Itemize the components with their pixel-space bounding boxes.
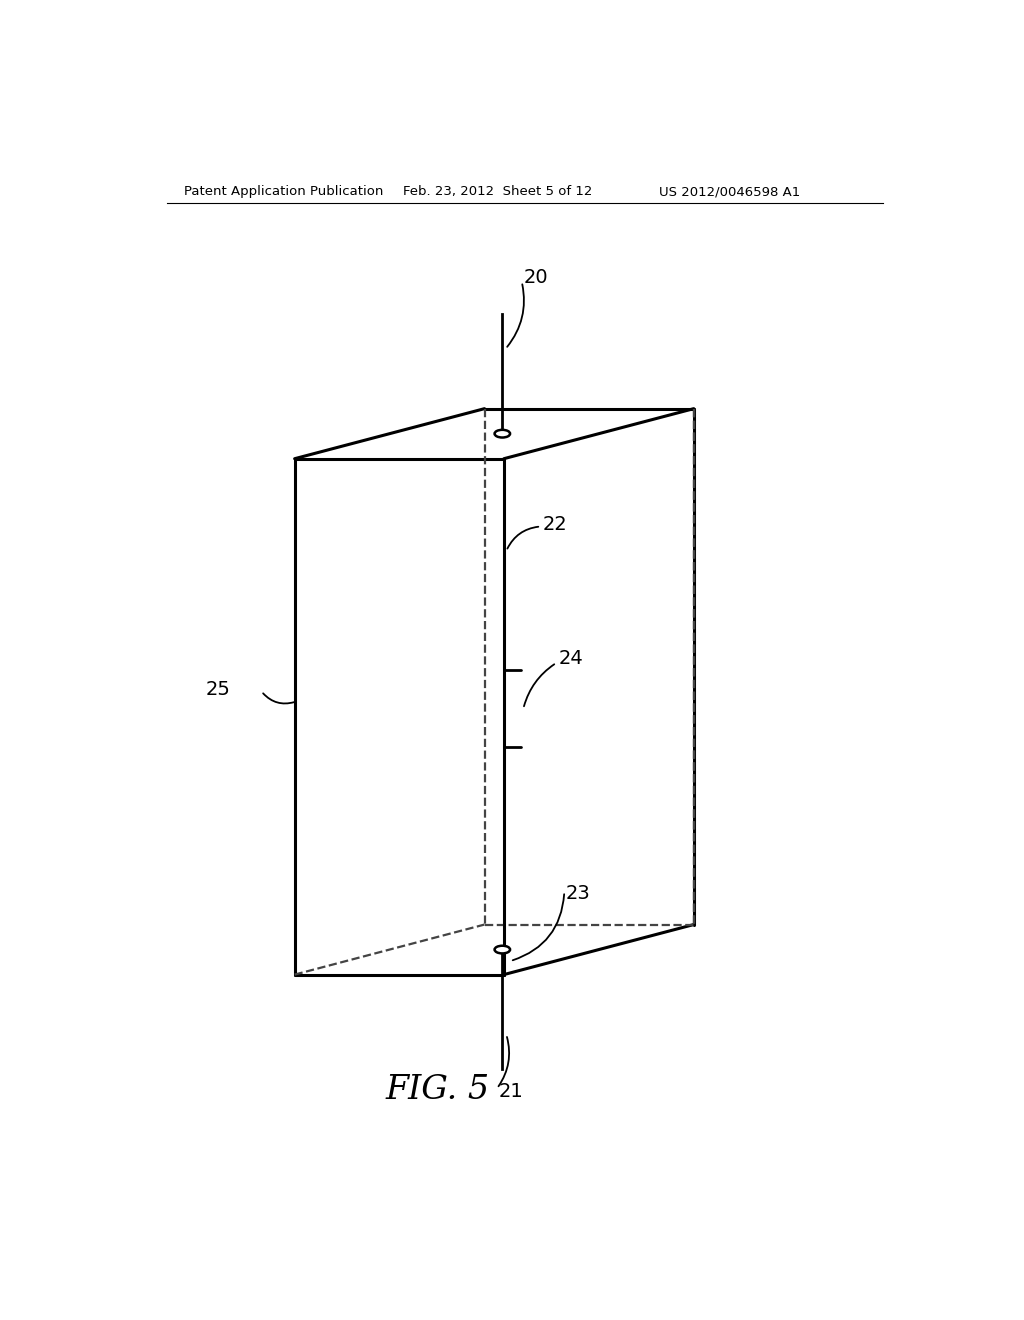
Ellipse shape (495, 945, 510, 953)
Text: 23: 23 (566, 884, 591, 903)
Text: FIG. 5: FIG. 5 (386, 1074, 490, 1106)
Text: 24: 24 (558, 649, 583, 668)
Text: 22: 22 (543, 515, 567, 533)
Text: Feb. 23, 2012  Sheet 5 of 12: Feb. 23, 2012 Sheet 5 of 12 (403, 185, 593, 198)
Text: 20: 20 (523, 268, 548, 288)
Ellipse shape (495, 430, 510, 437)
Text: Patent Application Publication: Patent Application Publication (183, 185, 383, 198)
Text: 21: 21 (499, 1082, 523, 1101)
Text: 25: 25 (206, 680, 230, 700)
Text: US 2012/0046598 A1: US 2012/0046598 A1 (658, 185, 800, 198)
